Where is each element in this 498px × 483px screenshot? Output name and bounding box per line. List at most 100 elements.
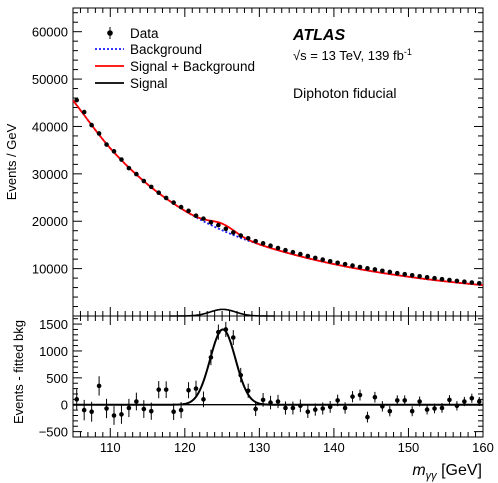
legend-data-label: Data	[130, 26, 159, 41]
data-point	[186, 208, 191, 214]
region-label: Diphoton fiducial	[293, 85, 397, 101]
residual-data-point	[327, 404, 333, 410]
residual-data-point	[350, 394, 355, 399]
residual-data-point	[357, 392, 363, 398]
signal-curve-residual	[73, 328, 483, 406]
data-point	[245, 235, 251, 241]
residual-data-point	[171, 409, 176, 415]
residual-data-point	[245, 388, 251, 394]
residual-y-tick-label: −500	[39, 425, 68, 440]
legend-background-label: Background	[130, 42, 202, 57]
legend-entry-signal: Signal	[95, 76, 168, 91]
residual-data-point	[216, 329, 221, 335]
data-point	[238, 233, 244, 238]
residual-data-point	[134, 399, 139, 404]
legend-entry-background: Background	[95, 42, 202, 57]
residual-data-point	[238, 372, 244, 378]
residual-data-point	[126, 405, 132, 411]
data-point	[298, 251, 303, 257]
residual-data-point	[394, 398, 400, 403]
residual-data-point	[275, 399, 281, 404]
data-point	[193, 213, 199, 218]
residual-data-point	[163, 387, 169, 392]
residual-data-point	[469, 395, 475, 401]
main-panel: Events / GeV 10000 20000 30000 40000 50000 60…	[4, 7, 484, 317]
residual-data-point	[454, 403, 460, 409]
data-point	[148, 184, 154, 190]
data-point	[350, 263, 355, 268]
main-y-ticks: 10000 20000 30000 40000 50000 60000	[32, 12, 483, 317]
data-point	[171, 200, 176, 205]
data-point	[417, 273, 422, 279]
residual-data-point	[148, 408, 154, 414]
data-point	[476, 281, 482, 286]
residual-data-point	[253, 406, 258, 412]
data-point	[111, 149, 117, 154]
x-tick-label: 160	[472, 440, 494, 455]
data-point	[365, 266, 370, 271]
data-point	[156, 190, 162, 196]
main-y-tick-label: 50000	[32, 72, 68, 87]
residual-data-point	[305, 409, 311, 415]
data-point	[74, 97, 80, 103]
data-point	[357, 264, 363, 270]
residual-data-point	[447, 397, 452, 403]
residual-data-point	[111, 413, 117, 418]
data-point	[387, 269, 393, 275]
residual-x-ticks: 110 120 130 140 150 160	[72, 316, 494, 455]
main-y-axis-label: Events / GeV	[4, 123, 19, 200]
residual-data-point	[380, 404, 385, 409]
main-y-tick-label: 40000	[32, 119, 68, 134]
residual-data-point	[156, 387, 162, 392]
residual-data-point	[81, 407, 87, 413]
experiment-label: ATLAS	[292, 27, 345, 44]
residual-data-point	[104, 406, 109, 411]
x-tick-label: 110	[100, 440, 121, 455]
residual-data-point	[387, 408, 393, 414]
residual-data-point	[230, 335, 236, 340]
legend-signal-label: Signal	[130, 76, 168, 91]
legend-entry-data: Data	[107, 26, 159, 41]
residual-data-point	[208, 355, 214, 360]
main-plot-frame	[72, 7, 484, 317]
residual-y-tick-label: 1000	[39, 344, 68, 359]
residual-y-tick-label: 1500	[39, 317, 68, 332]
residual-data-point	[402, 398, 408, 403]
legend-data-marker	[107, 30, 113, 36]
residual-data-point	[417, 399, 422, 404]
residual-data-point	[290, 405, 296, 411]
data-point	[178, 204, 184, 210]
residual-data-point	[119, 412, 124, 417]
residual-data-point	[283, 405, 288, 411]
residual-data-point	[260, 397, 266, 403]
residual-y-ticks: −500 0 500 1000 1500	[39, 317, 483, 440]
data-point	[432, 275, 437, 281]
x-tick-label: 120	[174, 440, 196, 455]
data-point	[394, 270, 400, 276]
residual-data-point	[372, 394, 378, 400]
data-point	[462, 279, 467, 284]
residual-data-point	[141, 406, 147, 412]
residual-data-points	[74, 321, 482, 425]
residual-data-point	[439, 405, 445, 411]
residual-data-point	[186, 387, 191, 393]
data-point	[380, 268, 385, 274]
data-point	[290, 249, 296, 255]
data-point	[335, 260, 340, 266]
residual-data-point	[74, 397, 80, 402]
data-point	[201, 216, 206, 221]
residual-data-point	[342, 405, 348, 411]
residual-data-point	[223, 327, 229, 332]
legend-sb-label: Signal + Background	[130, 59, 255, 74]
energy-lumi-label: √s = 13 TeV, 139 fb-1	[293, 47, 412, 63]
residual-data-point	[432, 406, 437, 411]
main-y-tick-label: 10000	[32, 262, 68, 277]
data-point	[119, 157, 124, 162]
residual-data-point	[268, 400, 273, 405]
legend: Data Background Signal + Background Sign…	[95, 26, 255, 91]
residual-data-point	[193, 386, 199, 391]
data-point	[454, 278, 460, 284]
x-axis-label-symbol: m	[412, 462, 425, 479]
residual-data-point	[365, 414, 370, 420]
